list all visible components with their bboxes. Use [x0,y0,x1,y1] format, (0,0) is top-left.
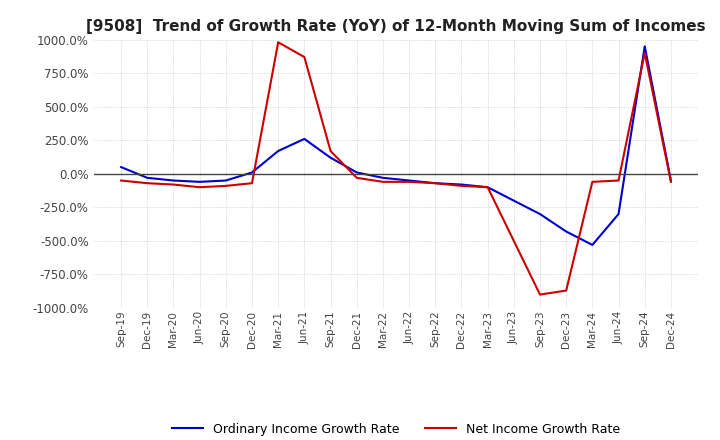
Ordinary Income Growth Rate [117,165,125,170]
Ordinary Income Growth Rate [222,178,230,183]
Ordinary Income Growth Rate [300,136,309,142]
Title: [9508]  Trend of Growth Rate (YoY) of 12-Month Moving Sum of Incomes: [9508] Trend of Growth Rate (YoY) of 12-… [86,19,706,34]
Net Income Growth Rate [169,182,178,187]
Ordinary Income Growth Rate [274,148,282,154]
Ordinary Income Growth Rate [588,242,597,248]
Ordinary Income Growth Rate [457,182,466,187]
Net Income Growth Rate [405,179,413,184]
Ordinary Income Growth Rate [379,175,387,180]
Ordinary Income Growth Rate [614,211,623,216]
Ordinary Income Growth Rate [352,170,361,175]
Ordinary Income Growth Rate [405,178,413,183]
Ordinary Income Growth Rate [640,44,649,49]
Line: Ordinary Income Growth Rate: Ordinary Income Growth Rate [121,46,671,245]
Line: Net Income Growth Rate: Net Income Growth Rate [121,42,671,295]
Net Income Growth Rate [352,175,361,180]
Net Income Growth Rate [326,148,335,154]
Net Income Growth Rate [614,178,623,183]
Net Income Growth Rate [510,238,518,244]
Net Income Growth Rate [143,180,152,186]
Net Income Growth Rate [431,180,440,186]
Net Income Growth Rate [274,40,282,45]
Net Income Growth Rate [195,185,204,190]
Net Income Growth Rate [457,183,466,188]
Net Income Growth Rate [483,185,492,190]
Ordinary Income Growth Rate [510,198,518,203]
Net Income Growth Rate [667,179,675,184]
Legend: Ordinary Income Growth Rate, Net Income Growth Rate: Ordinary Income Growth Rate, Net Income … [167,418,625,440]
Net Income Growth Rate [222,183,230,188]
Ordinary Income Growth Rate [326,155,335,160]
Net Income Growth Rate [640,50,649,55]
Net Income Growth Rate [379,179,387,184]
Ordinary Income Growth Rate [195,179,204,184]
Ordinary Income Growth Rate [248,170,256,175]
Ordinary Income Growth Rate [143,175,152,180]
Ordinary Income Growth Rate [169,178,178,183]
Ordinary Income Growth Rate [483,185,492,190]
Net Income Growth Rate [248,180,256,186]
Ordinary Income Growth Rate [562,229,570,234]
Net Income Growth Rate [562,288,570,293]
Net Income Growth Rate [536,292,544,297]
Net Income Growth Rate [117,178,125,183]
Net Income Growth Rate [300,55,309,60]
Net Income Growth Rate [588,179,597,184]
Ordinary Income Growth Rate [431,180,440,186]
Ordinary Income Growth Rate [667,178,675,183]
Ordinary Income Growth Rate [536,211,544,216]
